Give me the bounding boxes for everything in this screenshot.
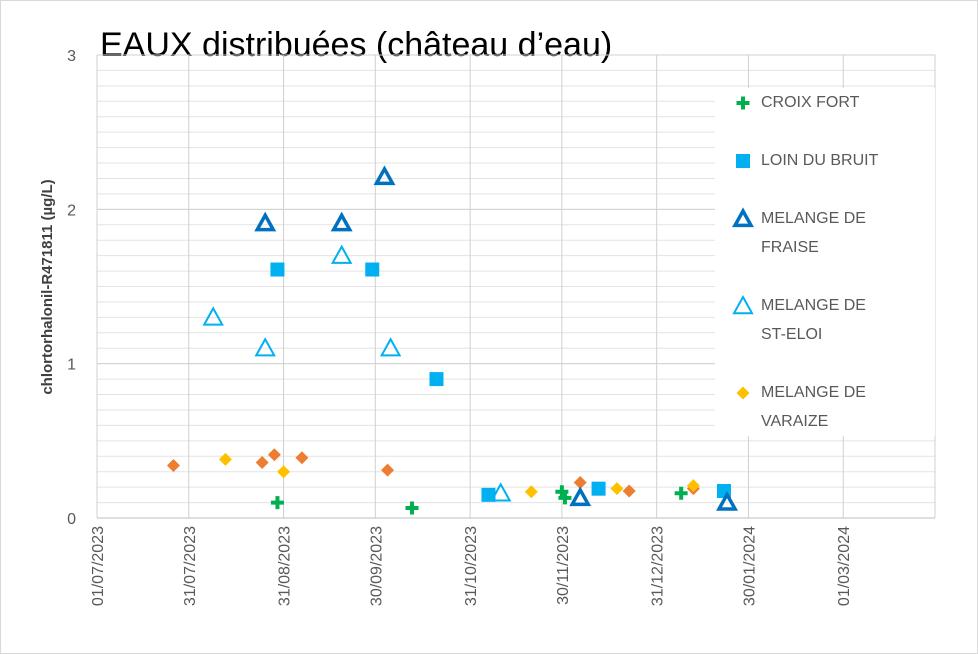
marker-triangle <box>732 207 754 228</box>
marker-plus <box>674 486 688 500</box>
legend-label: MELANGE DE VARAIZE <box>761 384 866 430</box>
y-tick-label: 3 <box>67 48 76 65</box>
y-tick-label: 2 <box>67 202 76 219</box>
marker-triangle <box>373 165 396 186</box>
marker-square <box>270 262 285 277</box>
legend-entry: MELANGE DE VARAIZE <box>715 378 891 436</box>
legend-marker-box <box>732 207 754 228</box>
marker-plus <box>736 96 750 110</box>
marker-triangle <box>379 337 402 357</box>
marker-diamond <box>166 459 180 473</box>
y-tick-label: 1 <box>67 357 76 374</box>
marker-square <box>429 372 444 387</box>
x-tick-label: 30/01/2024 <box>741 526 758 606</box>
marker-diamond <box>381 463 395 477</box>
y-axis-label: chlortorhalonil-R471811 (µg/L) <box>39 179 56 394</box>
marker-diamond <box>610 482 624 496</box>
marker-diamond <box>267 448 281 462</box>
marker-triangle <box>569 486 592 507</box>
marker-square <box>481 487 496 502</box>
x-tick-label: 31/08/2023 <box>277 526 294 606</box>
x-tick-label: 01/07/2023 <box>90 526 107 606</box>
marker-diamond <box>736 386 750 400</box>
legend-marker-box <box>736 154 750 168</box>
marker-plus <box>558 491 572 505</box>
marker-plus <box>405 501 419 515</box>
legend-entry: LOIN DU BRUIT <box>715 146 891 175</box>
marker-diamond <box>622 484 636 498</box>
marker-triangle <box>330 244 353 264</box>
x-tick-label: 31/10/2023 <box>463 526 480 606</box>
marker-triangle <box>716 490 739 511</box>
marker-plus <box>555 485 569 499</box>
x-tick-label: 30/11/2023 <box>555 526 572 605</box>
marker-square <box>365 262 380 277</box>
legend-entry: MELANGE DE FRAISE <box>715 204 891 262</box>
marker-diamond <box>295 451 309 465</box>
marker-diamond <box>255 455 269 469</box>
marker-triangle <box>732 294 754 315</box>
marker-square <box>736 154 750 168</box>
legend-marker-box <box>736 96 750 110</box>
marker-square <box>591 481 606 496</box>
legend-marker-box <box>732 294 754 315</box>
legend-label: LOIN DU BRUIT <box>761 152 879 169</box>
legend-marker-box <box>736 386 750 400</box>
y-tick-label: 0 <box>67 511 76 528</box>
marker-diamond <box>686 479 700 493</box>
x-tick-label: 31/07/2023 <box>182 526 199 606</box>
legend-label: MELANGE DE FRAISE <box>761 210 866 256</box>
x-tick-label: 31/12/2023 <box>650 526 667 606</box>
marker-diamond <box>573 476 587 490</box>
marker-diamond <box>524 485 538 499</box>
marker-diamond <box>277 465 291 479</box>
chart-title: EAUX distribuées (château d’eau) <box>100 26 612 64</box>
x-tick-label: 30/09/2023 <box>368 526 385 606</box>
marker-triangle <box>330 211 353 232</box>
marker-diamond <box>218 452 232 466</box>
legend: CROIX FORT LOIN DU BRUIT MELANGE DE FRAISE… <box>715 88 935 436</box>
marker-triangle <box>254 211 277 232</box>
marker-plus <box>270 496 284 510</box>
legend-entry: MELANGE DE ST-ELOI <box>715 291 891 349</box>
legend-entry: CROIX FORT <box>715 88 891 117</box>
legend-label: MELANGE DE ST-ELOI <box>761 297 866 343</box>
marker-triangle <box>202 306 224 326</box>
marker-triangle <box>254 337 276 357</box>
marker-triangle <box>490 482 512 502</box>
legend-label: CROIX FORT <box>761 94 860 111</box>
x-tick-label: 01/03/2024 <box>836 526 853 606</box>
